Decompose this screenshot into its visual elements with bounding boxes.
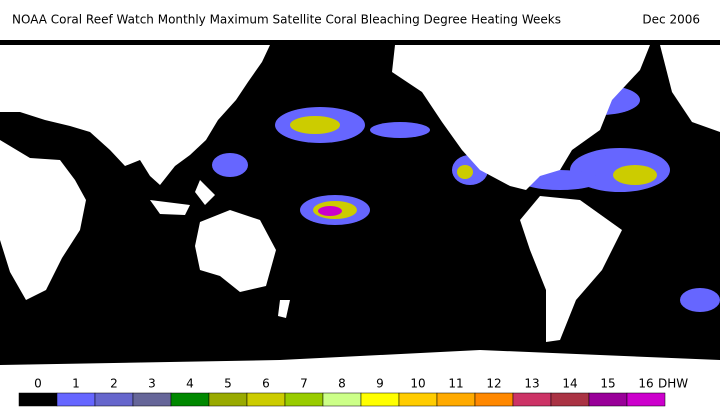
legend-label: 1 (72, 377, 80, 391)
map-date: Dec 2006 (642, 13, 700, 27)
legend-label: 15 (600, 377, 615, 391)
legend-swatch (208, 392, 248, 407)
legend-label: 0 (34, 377, 42, 391)
legend-swatch (550, 392, 590, 407)
legend-swatch (360, 392, 400, 407)
legend-label: 5 (224, 377, 232, 391)
legend-swatch (170, 392, 210, 407)
legend-label: 13 (524, 377, 539, 391)
legend-swatch (18, 392, 58, 407)
legend-swatch (284, 392, 324, 407)
map (0, 40, 720, 370)
legend-label: 4 (186, 377, 194, 391)
legend-swatch (132, 392, 172, 407)
legend-label: 7 (300, 377, 308, 391)
legend-label: 14 (562, 377, 577, 391)
legend-label: 3 (148, 377, 156, 391)
legend-label: 16 (638, 377, 653, 391)
legend-label: 2 (110, 377, 118, 391)
legend-label: 11 (448, 377, 463, 391)
legend-swatch (94, 392, 134, 407)
legend-swatch (322, 392, 362, 407)
legend: 0 1 2 3 4 5 6 7 8 9 10 11 12 13 14 15 16 DHW (18, 377, 688, 407)
map-title: NOAA Coral Reef Watch Monthly Maximum Sa… (12, 13, 561, 27)
legend-swatch (512, 392, 552, 407)
legend-swatch (246, 392, 286, 407)
legend-swatch (436, 392, 476, 407)
legend-swatch (474, 392, 514, 407)
legend-unit: DHW (658, 377, 688, 391)
legend-swatch (626, 392, 666, 407)
land (0, 45, 720, 370)
legend-label: 8 (338, 377, 346, 391)
legend-label: 9 (376, 377, 384, 391)
legend-swatch (398, 392, 438, 407)
legend-swatch (588, 392, 628, 407)
legend-label: 6 (262, 377, 270, 391)
legend-swatch (56, 392, 96, 407)
legend-label: 12 (486, 377, 501, 391)
legend-label: 10 (410, 377, 425, 391)
